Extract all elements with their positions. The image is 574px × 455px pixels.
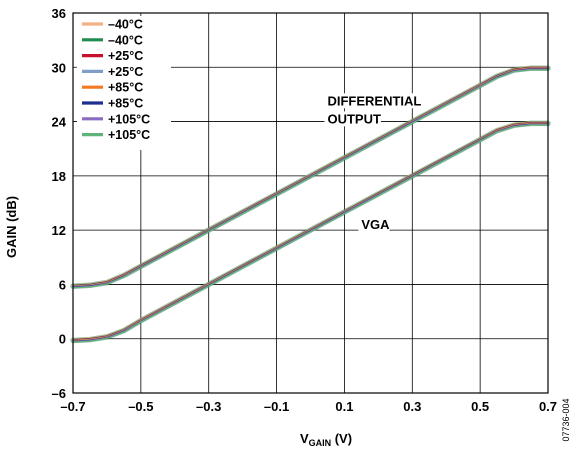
plot-frame <box>72 12 549 394</box>
series-line <box>72 69 548 289</box>
legend-label: +25°C <box>108 65 143 79</box>
x-tick-label: 0.7 <box>539 399 557 414</box>
y-tick-label: 24 <box>52 115 67 130</box>
legend-label: +25°C <box>108 49 143 63</box>
x-tick-label: 0.1 <box>335 399 353 414</box>
annotation-background <box>324 93 432 109</box>
figure-id: 07736-004 <box>561 398 571 441</box>
series-lines <box>70 65 551 344</box>
legend-label: +105°C <box>108 128 150 142</box>
legend-label: +85°C <box>108 97 143 111</box>
y-tick-labels: –6 0 6 12 18 24 30 36 <box>52 6 67 401</box>
legend-label: –40°C <box>108 33 143 47</box>
x-tick-label: –0.5 <box>128 399 153 414</box>
x-tick-label: –0.3 <box>196 399 221 414</box>
y-tick-label: 12 <box>52 223 66 238</box>
y-axis-label: GAIN (dB) <box>4 196 19 258</box>
annotation-label: OUTPUT <box>327 111 381 126</box>
annotation-label: DIFFERENTIAL <box>327 93 421 108</box>
series-line <box>72 124 548 343</box>
x-axis-label-subscript: GAIN <box>309 438 332 448</box>
x-axis-label: VGAIN (V) <box>300 431 352 448</box>
y-tick-label: 0 <box>59 332 66 347</box>
annotation-label: VGA <box>361 217 390 232</box>
x-tick-label: –0.1 <box>264 399 289 414</box>
legend: –40°C–40°C+25°C+25°C+85°C+85°C+105°C+105… <box>77 16 171 150</box>
x-axis-label-main: V <box>300 431 309 446</box>
legend-label: –40°C <box>108 18 143 32</box>
x-axis-label-unit: (V) <box>331 431 352 446</box>
y-tick-label: 6 <box>59 277 66 292</box>
y-tick-label: 30 <box>52 60 66 75</box>
y-tick-label: 36 <box>52 6 66 21</box>
annotations: DIFFERENTIAL OUTPUT VGA <box>324 93 432 233</box>
x-tick-labels: –0.7 –0.5 –0.3 –0.1 0.1 0.3 0.5 0.7 <box>60 399 557 414</box>
legend-label: +105°C <box>108 112 150 126</box>
x-tick-label: 0.5 <box>471 399 489 414</box>
x-tick-label: –0.7 <box>60 399 85 414</box>
y-tick-label: –6 <box>52 386 66 401</box>
annotation-background <box>324 111 381 127</box>
x-tick-label: 0.3 <box>403 399 421 414</box>
legend-label: +85°C <box>108 81 143 95</box>
annotation-background <box>358 217 390 233</box>
y-tick-label: 18 <box>52 169 66 184</box>
